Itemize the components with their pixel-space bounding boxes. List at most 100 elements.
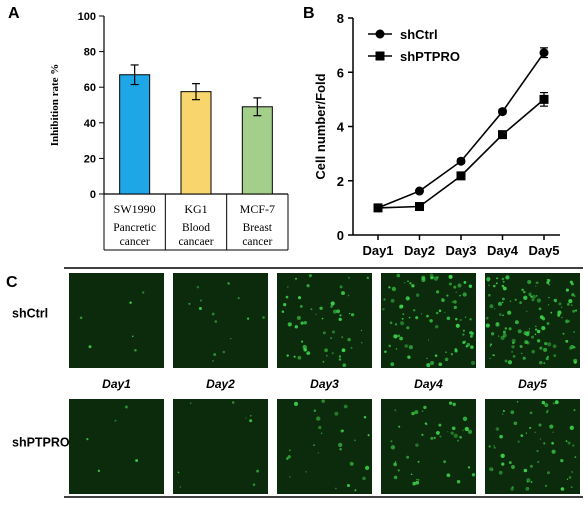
fluorescent-cell <box>553 298 557 303</box>
fluorescent-cell <box>512 341 515 345</box>
fluorescent-cell <box>466 342 471 347</box>
data-point-shctrl <box>415 186 424 196</box>
fluorescent-cell <box>334 411 339 416</box>
fluorescent-cell <box>433 436 436 439</box>
fluorescent-cell <box>188 302 191 305</box>
fluorescent-cell <box>299 305 303 308</box>
fluorescent-cell <box>525 432 527 434</box>
fluorescent-cell <box>231 401 235 404</box>
y-axis-title: Inhibition rate % <box>49 64 61 147</box>
fluorescent-cell <box>539 360 543 365</box>
fluorescent-cell <box>573 358 578 363</box>
data-point-shptpro <box>373 203 383 213</box>
fluorescent-cell <box>565 440 568 442</box>
fluorescent-cell <box>361 342 363 344</box>
fluorescent-cell <box>495 282 498 285</box>
x-category-label: SW1990 <box>114 202 156 216</box>
fluorescent-cell <box>347 337 351 342</box>
fluorescent-cell <box>535 282 537 284</box>
fluorescent-cell <box>353 439 356 442</box>
fluorescent-cell <box>511 351 513 353</box>
fluorescent-cell <box>412 481 417 486</box>
fluorescent-cell <box>393 475 398 480</box>
fluorescent-cell <box>426 357 428 360</box>
fluorescent-cell <box>568 346 573 350</box>
fluorescent-cell <box>546 322 550 325</box>
fluorescent-cell <box>287 455 291 459</box>
fluorescent-cell <box>343 404 348 409</box>
fluorescent-cell <box>415 443 419 447</box>
fluorescent-cell <box>502 409 505 413</box>
fluorescent-cell <box>415 293 420 297</box>
fluorescent-cell <box>510 487 514 491</box>
fluorescent-cell <box>521 352 523 355</box>
fluorescent-cell <box>521 288 524 292</box>
fluorescent-cell <box>456 479 461 484</box>
fluorescent-cell <box>426 314 429 318</box>
fluorescent-cell <box>451 426 456 431</box>
fluorescent-cell <box>393 334 398 339</box>
fluorescent-cell <box>539 346 543 350</box>
fluorescent-cell <box>544 342 548 346</box>
fluorescent-cell <box>338 317 342 322</box>
fluorescent-cell <box>363 415 367 419</box>
micrograph-grid: shCtrl shPTPRO Day1 Day2 Day3 Day4 Day5 <box>12 273 580 494</box>
fluorescent-cell <box>523 295 528 300</box>
fluorescent-cell <box>426 363 431 368</box>
fluorescent-cell <box>409 282 412 285</box>
fluorescent-cell <box>417 478 420 481</box>
fluorescent-cell <box>303 348 307 352</box>
fluorescent-cell <box>124 405 128 409</box>
micrograph-tile-shctrl-day2 <box>173 273 268 368</box>
micrograph-tile-shptpro-day2 <box>173 399 268 494</box>
fluorescent-cell <box>446 316 451 321</box>
fluorescent-cell <box>568 299 573 304</box>
micrograph-tile-shctrl-day4 <box>381 273 476 368</box>
fluorescent-cell <box>535 325 537 328</box>
fluorescent-cell <box>548 296 550 299</box>
fluorescent-cell <box>341 348 346 353</box>
fluorescent-cell <box>529 411 533 415</box>
fluorescent-cell <box>293 355 296 358</box>
fluorescent-cell <box>339 285 343 289</box>
fluorescent-cell <box>393 462 397 467</box>
day-label: Day4 <box>414 377 443 391</box>
fluorescent-cell <box>502 333 507 338</box>
fluorescent-cell <box>281 310 285 313</box>
fluorescent-cell <box>455 317 458 321</box>
fluorescent-cell <box>446 473 451 478</box>
fluorescent-cell <box>341 336 344 339</box>
fluorescent-cell <box>321 399 325 403</box>
fluorescent-cell <box>464 316 467 318</box>
fluorescent-cell <box>331 352 334 355</box>
fluorescent-cell <box>504 359 508 363</box>
y-tick-label: 4 <box>337 120 345 135</box>
data-point-shptpro <box>498 130 507 140</box>
fluorescent-cell <box>519 345 523 348</box>
fluorescent-cell <box>538 423 542 427</box>
panel-letter-c: C <box>6 274 18 291</box>
fluorescent-cell <box>544 403 549 408</box>
fluorescent-cell <box>342 363 347 368</box>
fluorescent-cell <box>421 275 426 281</box>
fluorescent-cell <box>252 483 256 486</box>
fluorescent-cell <box>388 344 392 348</box>
fluorescent-cell <box>493 446 496 449</box>
fluorescent-cell <box>199 299 203 302</box>
fluorescent-cell <box>430 360 435 366</box>
fluorescent-cell <box>459 294 461 297</box>
fluorescent-cell <box>459 318 462 322</box>
fluorescent-cell <box>462 329 465 332</box>
fluorescent-cell <box>448 274 453 279</box>
fluorescent-cell <box>211 312 215 316</box>
fluorescent-cell <box>543 347 548 352</box>
fluorescent-cell <box>536 449 539 453</box>
fluorescent-cell <box>452 402 456 407</box>
fluorescent-cell <box>493 284 496 288</box>
fluorescent-cell <box>454 349 458 353</box>
x-category-sublabel: Pancretic <box>113 222 156 234</box>
fluorescent-cell <box>339 314 342 317</box>
fluorescent-cell <box>407 280 409 283</box>
fluorescent-cell <box>551 449 556 454</box>
fluorescent-cell <box>249 419 253 423</box>
